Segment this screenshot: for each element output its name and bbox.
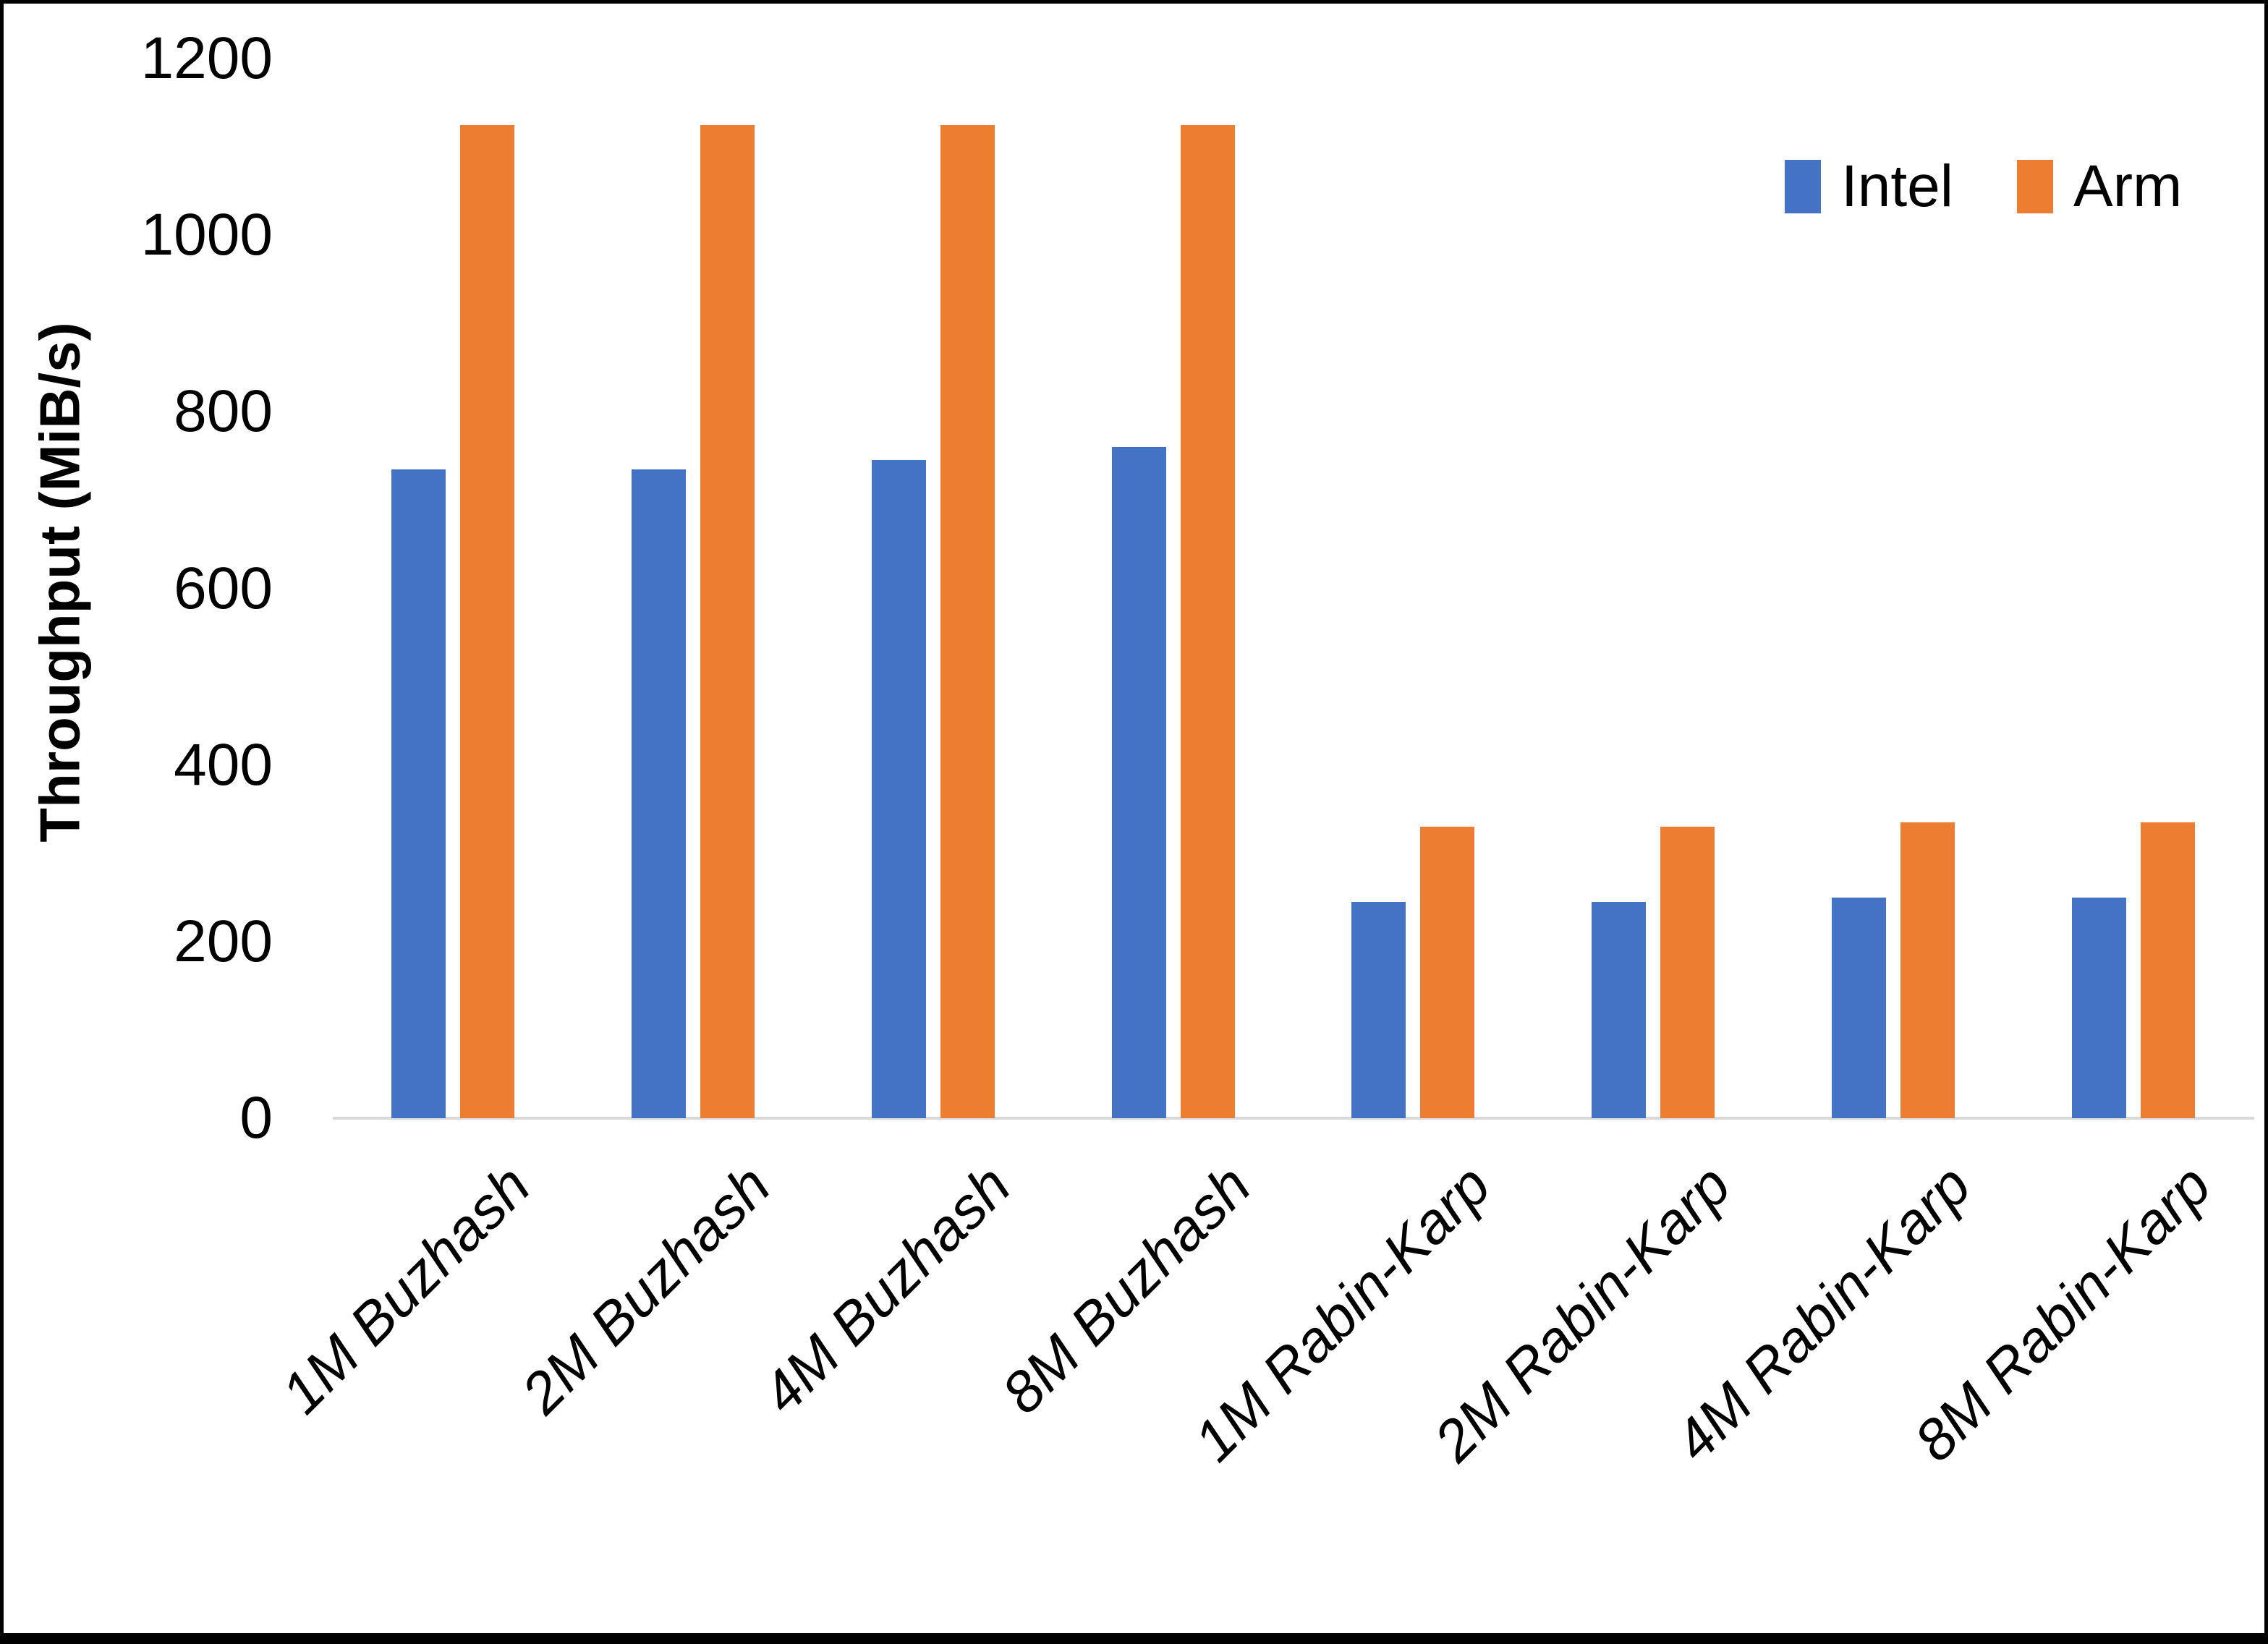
y-tick-label-1000: 1000 — [140, 202, 273, 268]
legend-swatch-intel-icon — [1785, 160, 1821, 213]
bar-intel-8m-rabin-karp — [2072, 897, 2127, 1118]
y-tick-label-400: 400 — [174, 731, 273, 798]
bar-intel-1m-rabin-karp — [1351, 901, 1406, 1118]
y-tick-label-0: 0 — [239, 1085, 273, 1151]
y-tick-label-600: 600 — [174, 555, 273, 621]
bar-intel-2m-rabin-karp — [1592, 901, 1647, 1118]
bar-arm-2m-buzhash — [700, 124, 755, 1118]
x-category-label-4m-buzhash: 4M Buzhash — [749, 1152, 1023, 1426]
bar-intel-8m-buzhash — [1111, 447, 1166, 1118]
legend-label-intel: Intel — [1841, 153, 1953, 219]
legend: Intel Arm — [1785, 157, 2182, 216]
bar-arm-1m-buzhash — [459, 124, 514, 1118]
bar-arm-2m-rabin-karp — [1660, 827, 1715, 1118]
y-tick-label-1200: 1200 — [140, 25, 273, 91]
legend-label-arm: Arm — [2073, 153, 2183, 219]
bar-arm-8m-rabin-karp — [2141, 822, 2196, 1118]
bar-arm-1m-rabin-karp — [1420, 827, 1475, 1118]
bar-arm-4m-rabin-karp — [1900, 822, 1955, 1118]
x-category-label-2m-buzhash: 2M Buzhash — [509, 1152, 783, 1426]
bar-intel-4m-buzhash — [871, 460, 926, 1118]
y-tick-label-800: 800 — [174, 378, 273, 445]
y-tick-label-200: 200 — [174, 908, 273, 974]
x-axis-line — [333, 1117, 2254, 1120]
bar-arm-4m-buzhash — [940, 124, 995, 1118]
bottom-frame-bar — [4, 1633, 2264, 1644]
legend-item-arm: Arm — [2017, 157, 2182, 216]
bar-intel-1m-buzhash — [391, 469, 446, 1118]
bar-intel-2m-buzhash — [631, 469, 686, 1118]
bar-intel-4m-rabin-karp — [1832, 897, 1887, 1118]
legend-item-intel: Intel — [1785, 157, 1953, 216]
x-category-label-1m-buzhash: 1M Buzhash — [269, 1152, 543, 1426]
legend-swatch-arm-icon — [2017, 160, 2053, 213]
bar-arm-8m-buzhash — [1180, 124, 1235, 1118]
